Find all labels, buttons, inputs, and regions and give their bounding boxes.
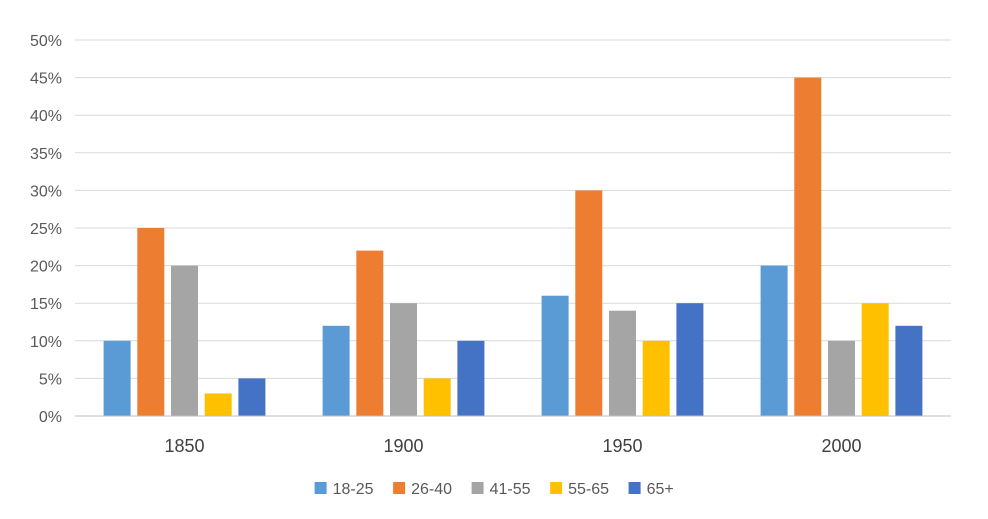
y-tick-label: 35% [30, 146, 62, 163]
legend-swatch [471, 482, 484, 494]
legend-label: 41-55 [490, 481, 531, 498]
bar-55-65-1950 [642, 340, 670, 416]
bar-18-25-1950 [541, 295, 569, 416]
bars [103, 77, 923, 416]
gridlines [75, 39, 951, 379]
legend-swatch [393, 482, 406, 494]
legend-item-26-40: 26-40 [393, 481, 452, 498]
y-tick-label: 5% [39, 371, 62, 388]
x-tick-label: 1850 [164, 436, 204, 456]
bar-65plus-2000 [895, 325, 923, 416]
bar-55-65-1850 [204, 393, 232, 416]
bar-26-40-1900 [356, 250, 384, 416]
bar-55-65-1900 [423, 378, 451, 416]
y-axis-tick-labels: 0% 5% 10% 15% 20% 25% 30% 35% 40% 45% 50% [30, 33, 62, 426]
legend: 18-25 26-40 41-55 55-65 65+ [314, 481, 674, 498]
bar-18-25-1900 [322, 325, 350, 416]
legend-swatch [550, 482, 563, 494]
bar-26-40-1850 [137, 228, 165, 416]
x-axis: 1850 1900 1950 2000 [75, 415, 951, 456]
y-tick-label: 0% [39, 409, 62, 426]
legend-label: 65+ [647, 481, 674, 498]
legend-item-41-55: 41-55 [471, 481, 531, 498]
legend-swatch [628, 482, 641, 494]
bar-55-65-2000 [861, 303, 889, 416]
x-tick-label: 1950 [602, 436, 642, 456]
bar-26-40-2000 [794, 77, 822, 416]
legend-label: 55-65 [568, 481, 609, 498]
bar-65plus-1900 [457, 340, 485, 416]
y-tick-label: 10% [30, 334, 62, 351]
bar-41-55-1900 [390, 303, 417, 416]
y-tick-label: 40% [30, 108, 62, 125]
legend-item-18-25: 18-25 [314, 481, 374, 498]
y-tick-label: 45% [30, 71, 62, 88]
bar-18-25-2000 [760, 265, 788, 416]
legend-swatch [314, 482, 327, 494]
bar-18-25-1850 [103, 340, 131, 416]
x-tick-label: 1900 [383, 436, 423, 456]
legend-item-55-65: 55-65 [550, 481, 609, 498]
bar-26-40-1950 [575, 190, 603, 416]
legend-label: 18-25 [333, 481, 374, 498]
bar-41-55-2000 [828, 340, 855, 416]
y-tick-label: 15% [30, 296, 62, 313]
bar-41-55-1950 [609, 310, 636, 416]
bar-65plus-1950 [676, 303, 704, 416]
y-tick-label: 30% [30, 183, 62, 200]
bar-65plus-1850 [238, 378, 266, 416]
y-tick-label: 20% [30, 259, 62, 276]
y-tick-label: 25% [30, 221, 62, 238]
y-tick-label: 50% [30, 33, 62, 50]
bar-41-55-1850 [171, 265, 198, 416]
legend-label: 26-40 [411, 481, 452, 498]
legend-item-65plus: 65+ [628, 481, 674, 498]
x-tick-label: 2000 [821, 436, 861, 456]
